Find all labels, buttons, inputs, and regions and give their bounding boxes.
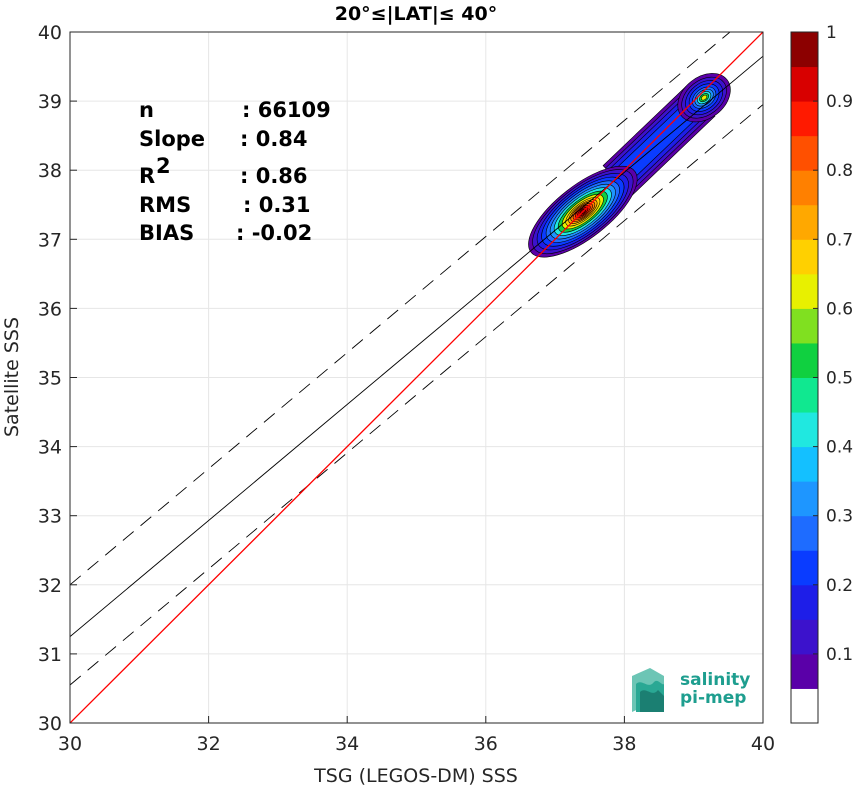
y-tick-label: 38 [38,160,62,182]
stat-row: BIAS : -0.02 [139,221,312,245]
colorbar-segment [791,342,818,378]
contour-secondary [701,94,708,101]
colorbar-segment [791,446,818,482]
stat-row: Slope : 0.84 [139,127,308,151]
colorbar-tick-label: 0.9 [826,92,853,112]
salinity-pimep-logo: salinity pi-mep [632,668,750,712]
plot-title: 20°≤|LAT|≤ 40° [335,3,498,25]
stat-value: : -0.02 [236,221,312,245]
colorbar-segment [791,550,818,586]
colorbar-tick-label: 0.2 [826,576,853,596]
stat-label: Slope [139,127,205,151]
colorbar-segment [791,204,818,240]
colorbar-segment [791,377,818,413]
x-axis-title: TSG (LEGOS-DM) SSS [313,765,518,787]
colorbar-segment [791,101,818,137]
y-tick-label: 36 [38,298,62,320]
identity-line [70,32,763,723]
statistics-block: n : 66109 Slope : 0.84 R 2 : 0.86 RMS : 0.31 BIAS… [139,98,331,245]
y-tick-label: 33 [38,506,62,528]
colorbar-segment [791,32,818,68]
colorbar-segment [791,239,818,275]
colorbar-segment [791,515,818,551]
x-tick-label: 36 [474,733,498,755]
stat-label: RMS [139,193,191,217]
x-tick-label: 32 [197,733,221,755]
colorbar-segment [791,481,818,517]
stat-label: n [139,98,154,122]
colorbar-tick-label: 0.4 [826,438,853,458]
stat-value: : 0.31 [243,193,311,217]
x-tick-label: 30 [58,733,82,755]
colorbar-segment [791,273,818,309]
y-tick-label: 31 [38,644,62,666]
logo-line1: salinity [680,670,750,690]
colorbar-tick-label: 0.7 [826,230,853,250]
x-tick-label: 34 [335,733,359,755]
y-tick-label: 39 [38,91,62,113]
stat-row: RMS : 0.31 [139,193,311,217]
regression-lower-bound-line [70,104,763,686]
colorbar-segment [791,66,818,102]
y-tick-label: 30 [38,713,62,735]
colorbar-segment [791,308,818,344]
stat-value: : 66109 [242,98,331,122]
colorbar-tick-label: 0.1 [826,645,853,665]
regression-upper-bound-line [70,32,731,586]
y-tick-label: 32 [38,575,62,597]
colorbar-segment [791,135,818,171]
colorbar-tick-label: 0.8 [826,161,853,181]
y-tick-label: 35 [38,368,62,390]
colorbar-segment [791,653,818,689]
axis-ticks: 30 32 34 36 38 40 30 31 32 33 34 35 36 37 38 39 40 [38,22,775,755]
y-tick-label: 40 [38,22,62,44]
colorbar-tick-label: 0.5 [826,369,853,389]
colorbar-segment [791,584,818,620]
stat-value: : 0.84 [240,127,308,151]
colorbar-segment [791,688,818,724]
colorbar-tick-label: 0.3 [826,507,853,527]
colorbar-tick-label: 0.6 [826,299,853,319]
stat-superscript: 2 [156,154,171,178]
y-tick-label: 34 [38,437,62,459]
stat-row: n : 66109 [139,98,331,122]
waves-icon [632,668,664,712]
gridlines [69,31,764,724]
colorbar-tick-label: 1 [826,23,837,43]
stat-label: BIAS [139,221,194,245]
y-axis-title: Satellite SSS [1,317,23,437]
colorbar: 0.1 0.2 0.3 0.4 0.5 0.6 0.7 0.8 0.9 1 [790,23,853,724]
reference-lines [70,32,763,723]
colorbar-segment [791,619,818,655]
logo-line2: pi-mep [680,688,746,708]
stat-value: : 0.86 [240,164,308,188]
colorbar-segment [791,412,818,448]
regression-line [70,55,763,637]
y-tick-label: 37 [38,229,62,251]
x-tick-label: 38 [612,733,636,755]
colorbar-segment [791,170,818,206]
x-tick-label: 40 [751,733,775,755]
stat-label: R [139,164,155,188]
